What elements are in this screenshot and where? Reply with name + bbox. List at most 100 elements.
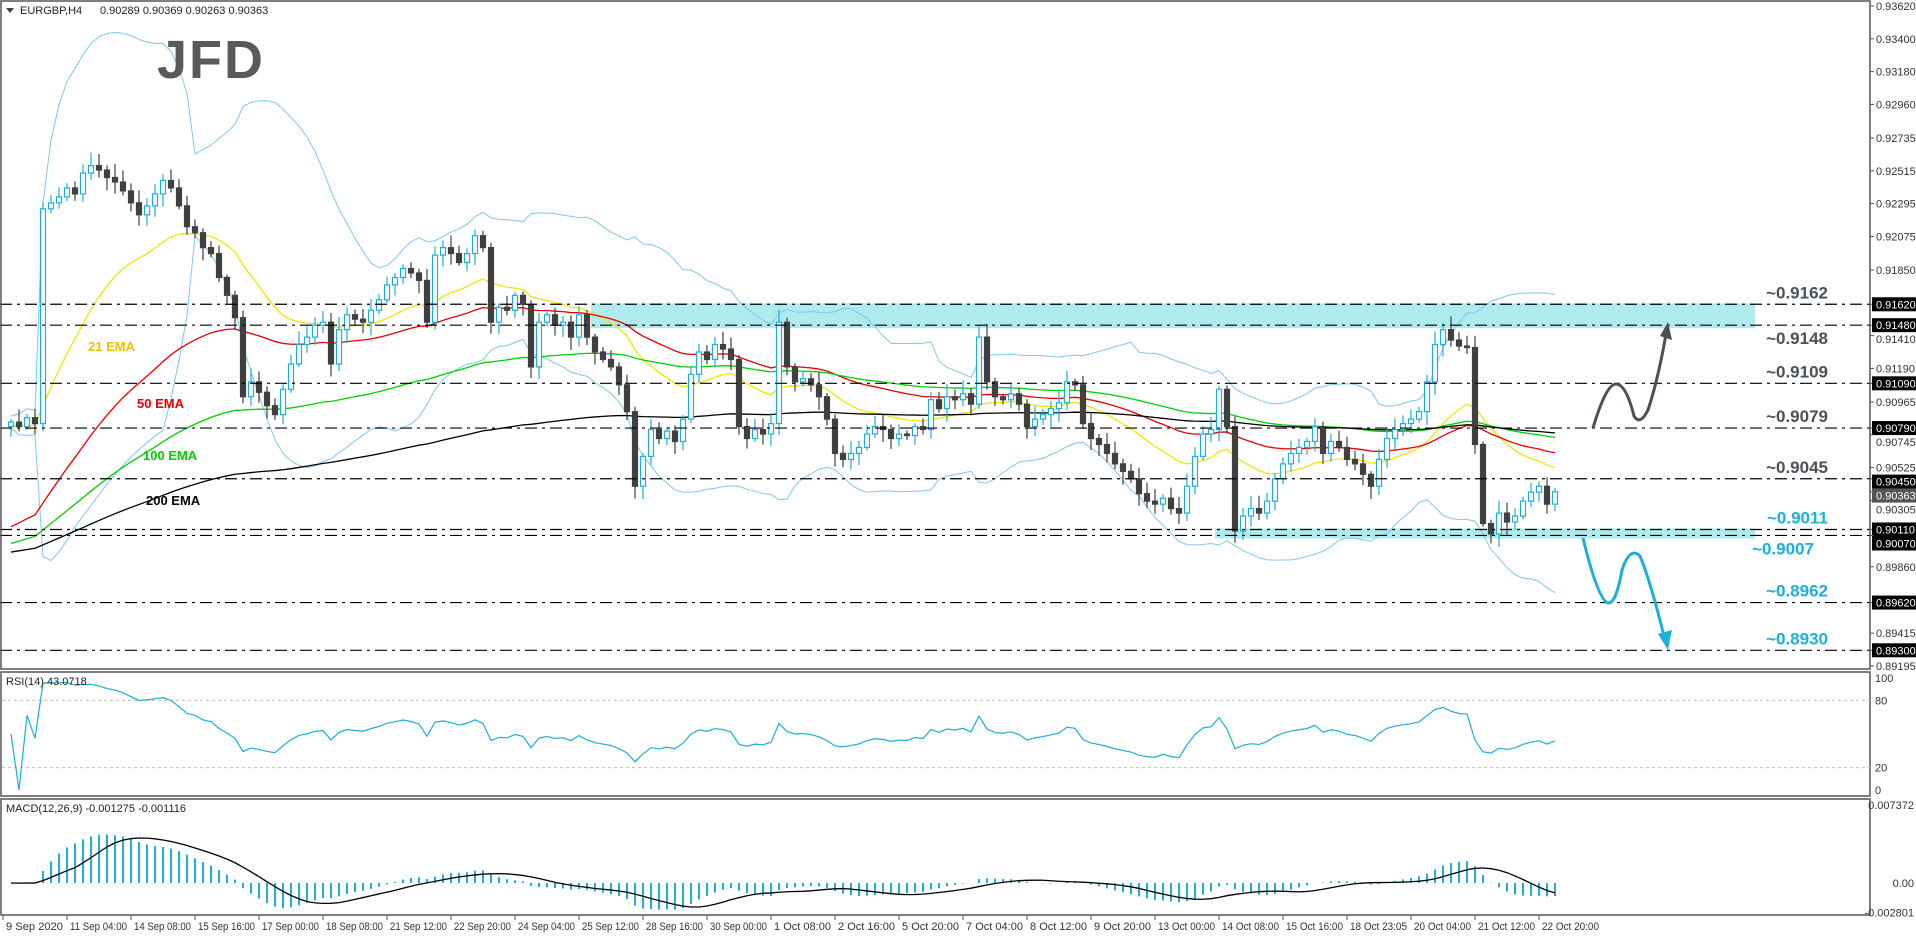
price-axis-label: 0.90790 — [1876, 423, 1916, 435]
time-axis-label: 15 Oct 16:00 — [1286, 921, 1343, 933]
candle — [1183, 473, 1191, 522]
candle — [775, 309, 783, 435]
candle — [383, 276, 391, 303]
candlesticks — [7, 152, 1559, 548]
macd-axis-label: 0.00 — [1893, 878, 1914, 890]
candle — [263, 386, 271, 419]
candle — [1439, 323, 1447, 357]
candle — [959, 380, 967, 406]
price-axis-label: 0.90745 — [1876, 437, 1916, 449]
candle — [1495, 500, 1503, 548]
candle — [823, 392, 831, 426]
candle — [999, 393, 1007, 405]
candle — [863, 425, 871, 451]
candle — [1199, 426, 1207, 461]
time-axis-label: 5 Oct 20:00 — [902, 921, 959, 933]
candle — [639, 452, 647, 500]
time-axis-label: 17 Sep 00:00 — [262, 921, 319, 933]
price-axis[interactable]: 0.93620 0.93400 0.93180 0.92960 0.92735 0.925… — [1870, 1, 1916, 673]
price-axis-label: 0.91410 — [1876, 334, 1916, 346]
price-zone — [1215, 528, 1755, 539]
price-axis-label: 0.92735 — [1876, 133, 1916, 145]
candle — [351, 309, 359, 325]
candle — [679, 415, 687, 451]
time-axis-label: 24 Sep 04:00 — [518, 921, 575, 933]
candle — [671, 425, 679, 454]
candle — [799, 370, 807, 387]
candle — [71, 181, 79, 201]
price-axis-label: 0.91480 — [1876, 320, 1916, 332]
candle — [735, 355, 743, 435]
time-axis-label: 22 Sep 20:00 — [454, 921, 511, 933]
candle — [327, 312, 335, 377]
candle — [831, 414, 839, 467]
macd-pane: 0.007372 0.00 -0.002801 MACD(12,26,9) -0.00… — [6, 800, 1914, 920]
price-axis-label: 0.91190 — [1876, 363, 1915, 375]
candle — [199, 228, 207, 261]
candle — [871, 416, 879, 438]
price-tag — [1872, 421, 1916, 436]
rsi-pane: 100 80 20 0 RSI(14) 43.0718 — [2, 673, 1893, 797]
candle — [295, 331, 303, 368]
candle — [319, 311, 327, 334]
candle — [767, 412, 775, 447]
price-tag — [1872, 318, 1916, 333]
time-axis[interactable]: 9 Sep 2020 11 Sep 04:00 14 Sep 08:00 15 Sep… — [2, 915, 1599, 933]
time-axis-label: 18 Sep 08:00 — [326, 921, 383, 933]
dropdown-triangle-icon[interactable] — [6, 8, 14, 13]
candle — [479, 230, 487, 253]
time-axis-label: 7 Oct 04:00 — [966, 921, 1023, 933]
time-axis-label: 25 Sep 12:00 — [582, 921, 639, 933]
candle — [447, 235, 455, 265]
ema-label: 100 EMA — [143, 448, 198, 463]
pane-border — [0, 798, 1871, 916]
candle — [535, 312, 543, 379]
candle — [1191, 447, 1199, 495]
candle — [1343, 436, 1351, 467]
candle — [415, 268, 423, 294]
candle — [303, 324, 311, 353]
horizontal-levels[interactable]: ~0.9162 ~0.9148 ~0.9109 ~0.9079 ~0.9045 ~0.90… — [0, 283, 1870, 651]
candle — [1391, 418, 1399, 450]
candle — [631, 406, 639, 499]
candle — [1519, 496, 1527, 520]
price-zone — [591, 303, 1755, 329]
candle — [239, 310, 247, 404]
candle — [663, 427, 671, 445]
time-axis-label: 21 Sep 12:00 — [390, 921, 447, 933]
ema-21-line — [10, 232, 1556, 475]
candle — [815, 372, 823, 410]
chart-header: EURGBP,H4 0.90289 0.90369 0.90263 0.9036… — [6, 5, 268, 17]
price-axis-label: 0.91850 — [1876, 265, 1916, 277]
candle — [687, 367, 695, 423]
ema-label: 200 EMA — [146, 493, 201, 508]
candle — [1023, 399, 1031, 439]
price-axis-label: 0.92960 — [1876, 99, 1916, 111]
candle — [1455, 332, 1463, 351]
candle — [399, 264, 407, 284]
price-tag — [1872, 297, 1916, 312]
rsi-line — [10, 681, 1556, 791]
candle — [1367, 471, 1375, 500]
candle — [1159, 494, 1167, 513]
candle — [503, 295, 511, 316]
candle — [127, 183, 135, 212]
time-axis-label: 30 Sep 00:00 — [710, 921, 767, 933]
candle — [1527, 482, 1535, 507]
price-tag — [1872, 522, 1916, 537]
candle — [1207, 417, 1215, 443]
rsi-label: RSI(14) 43.0718 — [6, 676, 87, 688]
candle — [719, 331, 727, 360]
price-tag — [1872, 488, 1916, 503]
candle — [807, 373, 815, 392]
time-axis-label: 21 Oct 12:00 — [1478, 921, 1535, 933]
candle — [471, 229, 479, 266]
candle — [1119, 458, 1127, 485]
candle — [615, 362, 623, 396]
candle — [1447, 316, 1455, 347]
candle — [1383, 426, 1391, 469]
candle — [191, 219, 199, 239]
price-tag — [1872, 474, 1916, 489]
candle — [559, 315, 567, 337]
